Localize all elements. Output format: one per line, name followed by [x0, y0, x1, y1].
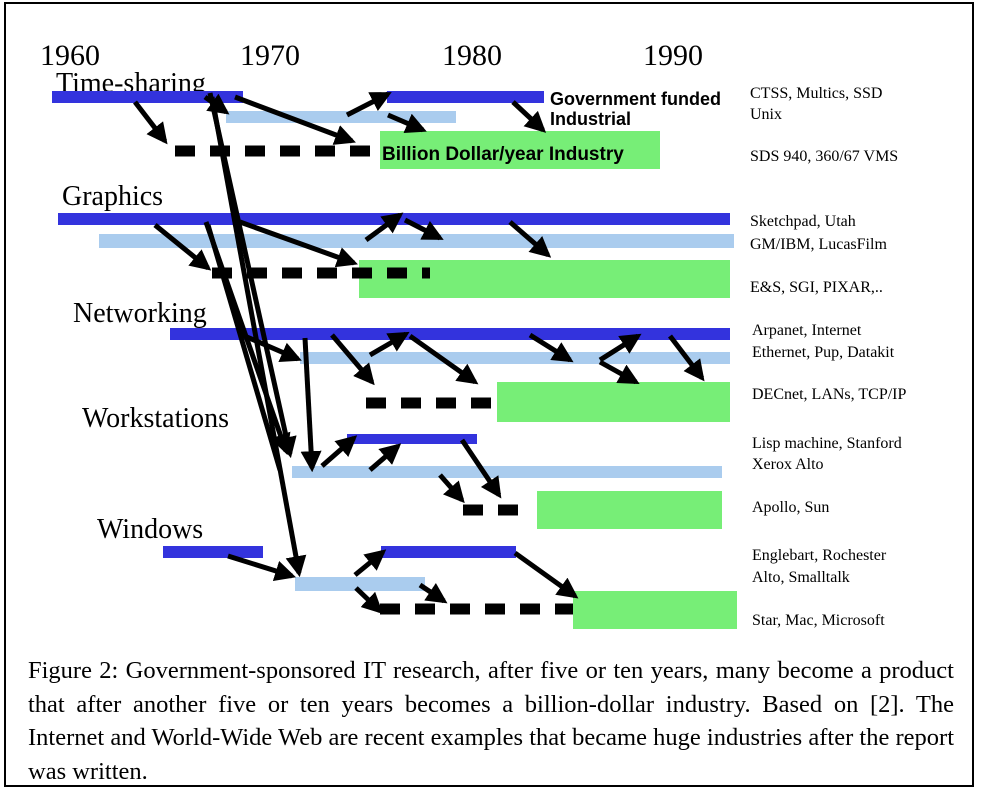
billion-dollar-label: Billion Dollar/year Industry [382, 144, 624, 165]
category-workstations: Workstations [82, 403, 229, 434]
year-1980: 1980 [442, 39, 502, 72]
label-ws-gov: Lisp machine, Stanford [752, 435, 902, 452]
arrow [205, 224, 283, 471]
ws-gov-bar [347, 434, 477, 444]
label-ws-bil: Apollo, Sun [752, 499, 829, 516]
arrow [528, 332, 574, 363]
arrow [418, 582, 448, 604]
arrow [459, 438, 502, 499]
arrow [368, 443, 402, 472]
arrow [368, 331, 410, 358]
label-wn-ind: Alto, Smalltalk [752, 569, 850, 586]
label-nw-gov: Arpanet, Internet [752, 322, 862, 339]
arrow [234, 94, 356, 145]
figure-caption: Figure 2: Government-sponsored IT resear… [28, 657, 954, 785]
arrow [387, 112, 427, 134]
nw-gov-bar [170, 328, 730, 340]
arrow [353, 549, 387, 577]
flow-arrows [133, 91, 705, 614]
arrow [508, 220, 552, 258]
arrow [513, 550, 579, 599]
arrow [345, 91, 392, 118]
arrow [354, 586, 384, 614]
category-networking: Networking [73, 298, 207, 329]
gr-ind-bar [99, 234, 734, 248]
government-funded-label: Government funded [550, 89, 721, 109]
arrow [239, 219, 358, 268]
arrow [133, 100, 168, 145]
arrow [300, 337, 322, 473]
label-wn-bil: Star, Mac, Microsoft [752, 612, 885, 629]
label-ws-ind: Xerox Alto [752, 456, 824, 473]
arrow [320, 435, 358, 468]
arrow [438, 473, 465, 504]
nw-billion-box [497, 382, 730, 422]
label-ts-gov: CTSS, Multics, SSD [750, 85, 882, 102]
label-wn-gov: Englebart, Rochester [752, 547, 887, 564]
wn-gov-bar-2 [381, 546, 516, 558]
label-gr-bil: E&S, SGI, PIXAR,.. [750, 279, 883, 296]
category-windows: Windows [97, 514, 203, 545]
label-gr-gov: Sketchpad, Utah [750, 213, 856, 230]
industrial-label: Industrial [550, 109, 631, 129]
arrow [330, 333, 375, 386]
wn-ind-bar [295, 577, 425, 591]
arrow [364, 212, 404, 243]
arrow [598, 359, 640, 385]
arrow [227, 553, 297, 582]
arrow [598, 333, 642, 363]
arrow [153, 223, 212, 271]
arrow [403, 217, 444, 241]
wn-billion-box [573, 591, 737, 629]
label-nw-ind: Ethernet, Pup, Datakit [752, 344, 895, 361]
wn-gov-bar [163, 546, 263, 558]
arrow [239, 331, 302, 362]
ts-gov-bar-2 [387, 91, 544, 103]
category-graphics: Graphics [62, 181, 163, 212]
arrow [511, 100, 547, 133]
year-1990: 1990 [643, 39, 703, 72]
arrow [209, 96, 307, 578]
label-ts-ind: Unix [750, 106, 782, 123]
ts-billion-box [380, 131, 660, 169]
year-1960: 1960 [40, 39, 100, 72]
arrow [408, 333, 479, 385]
gr-billion-box [359, 260, 730, 298]
ws-ind-bar [292, 466, 722, 478]
arrow [668, 334, 705, 382]
label-nw-bil: DECnet, LANs, TCP/IP [752, 386, 906, 403]
nw-ind-bar [300, 352, 730, 364]
ts-ind-bar [226, 111, 456, 123]
label-gr-ind: GM/IBM, LucasFilm [750, 236, 887, 253]
ws-billion-box [537, 491, 722, 529]
year-1970: 1970 [240, 39, 300, 72]
ts-gov-bar [52, 91, 243, 103]
label-ts-bil: SDS 940, 360/67 VMS [750, 148, 898, 165]
